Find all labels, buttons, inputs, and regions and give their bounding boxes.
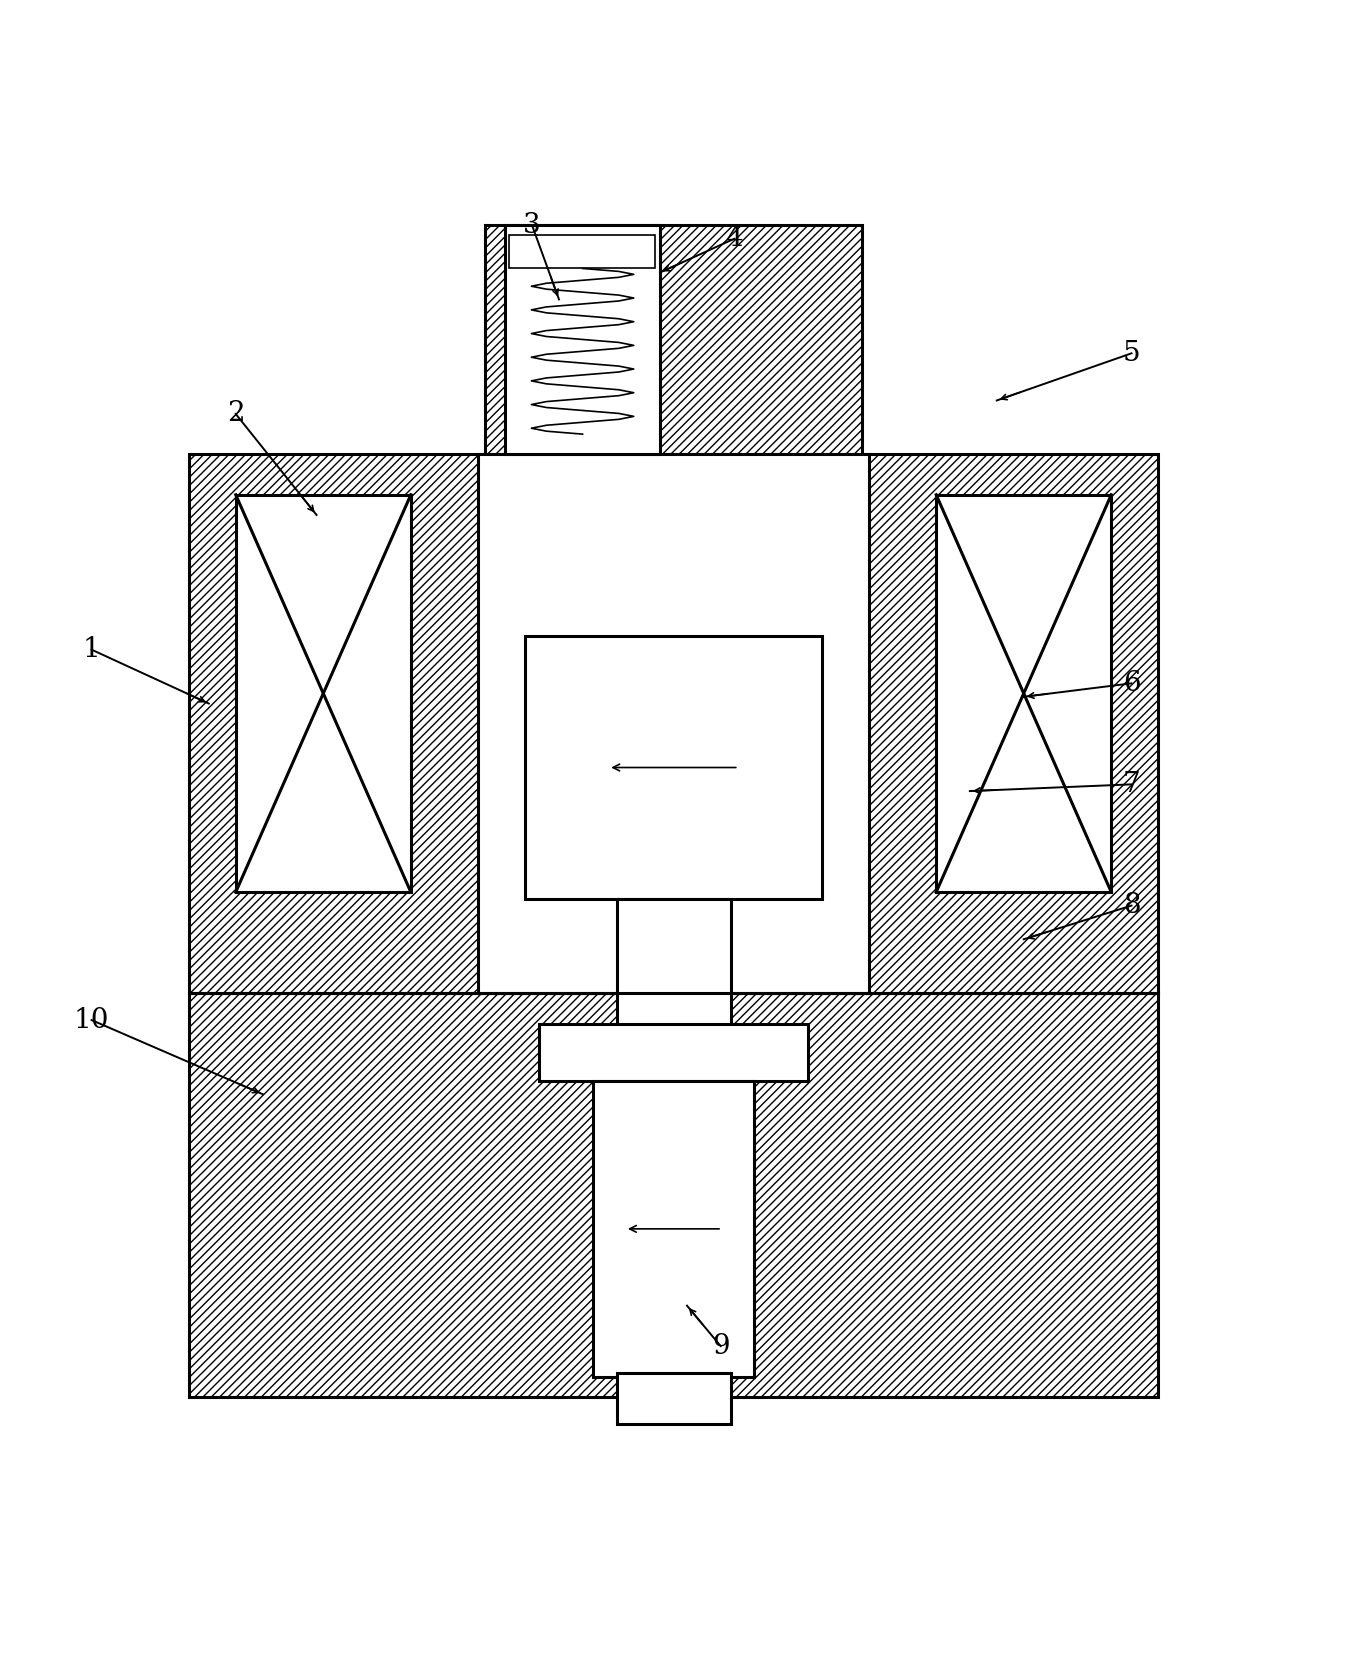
Bar (505, 226, 660, 454)
Bar (525, 637, 822, 898)
Bar (617, 1374, 731, 1424)
Text: 6: 6 (1122, 670, 1141, 697)
Bar (509, 234, 655, 268)
Text: 9: 9 (711, 1332, 730, 1360)
Text: 1: 1 (82, 637, 101, 664)
Bar (189, 993, 1158, 1397)
Text: 7: 7 (1122, 772, 1141, 798)
Bar (617, 898, 731, 1026)
Bar (236, 496, 411, 891)
Text: 2: 2 (226, 401, 245, 427)
Bar (539, 1024, 808, 1081)
Text: 10: 10 (74, 1006, 109, 1034)
Bar (485, 226, 862, 454)
Bar (189, 454, 1158, 993)
Text: 4: 4 (725, 225, 744, 253)
Text: 5: 5 (1122, 339, 1141, 368)
Bar (936, 496, 1111, 891)
Bar (478, 454, 869, 993)
Bar (593, 1081, 754, 1377)
Text: 8: 8 (1122, 891, 1141, 920)
Text: 3: 3 (523, 211, 541, 239)
